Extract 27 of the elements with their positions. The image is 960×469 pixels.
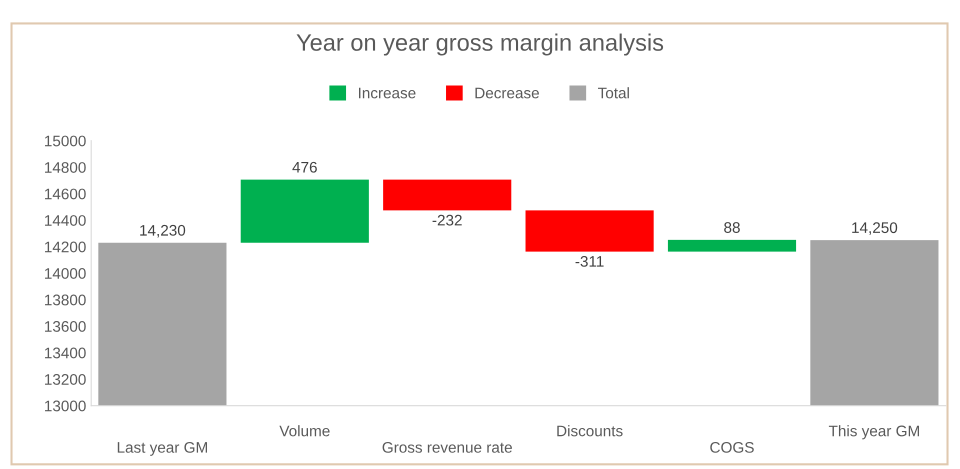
y-tick-label: 14200 bbox=[45, 242, 86, 252]
y-tick-label: 14400 bbox=[45, 215, 86, 226]
data-label: 14,230 bbox=[140, 224, 186, 238]
y-tick-label: 14800 bbox=[45, 162, 86, 173]
legend-label: Total bbox=[598, 87, 629, 98]
x-tick-label: Gross revenue rate bbox=[382, 442, 512, 453]
y-tick-label: 14600 bbox=[45, 188, 86, 200]
x-tick-label: COGS bbox=[710, 442, 754, 453]
y-tick-label: 13200 bbox=[45, 374, 86, 385]
chart-title: Year on year gross margin analysis bbox=[296, 34, 664, 56]
y-tick-label: 13800 bbox=[45, 294, 86, 306]
y-tick-label: 13400 bbox=[45, 348, 86, 358]
data-label: -311 bbox=[576, 256, 604, 267]
data-label: 476 bbox=[292, 162, 317, 173]
y-tick-label: 14000 bbox=[45, 268, 86, 279]
legend-label: Decrease bbox=[475, 88, 539, 98]
y-tick-label: 13600 bbox=[45, 321, 86, 332]
y-tick-label: 15000 bbox=[45, 136, 86, 146]
data-label: 88 bbox=[724, 222, 740, 233]
data-label: -232 bbox=[432, 214, 462, 226]
x-tick-label: Volume bbox=[279, 425, 330, 436]
y-tick-label: 13000 bbox=[45, 400, 86, 412]
data-label: 14,250 bbox=[852, 222, 898, 235]
x-tick-label: Discounts bbox=[557, 425, 623, 436]
x-tick-label: Last year GM bbox=[118, 442, 207, 456]
legend-label: Increase bbox=[358, 88, 416, 98]
x-tick-label: This year GM bbox=[828, 425, 919, 440]
